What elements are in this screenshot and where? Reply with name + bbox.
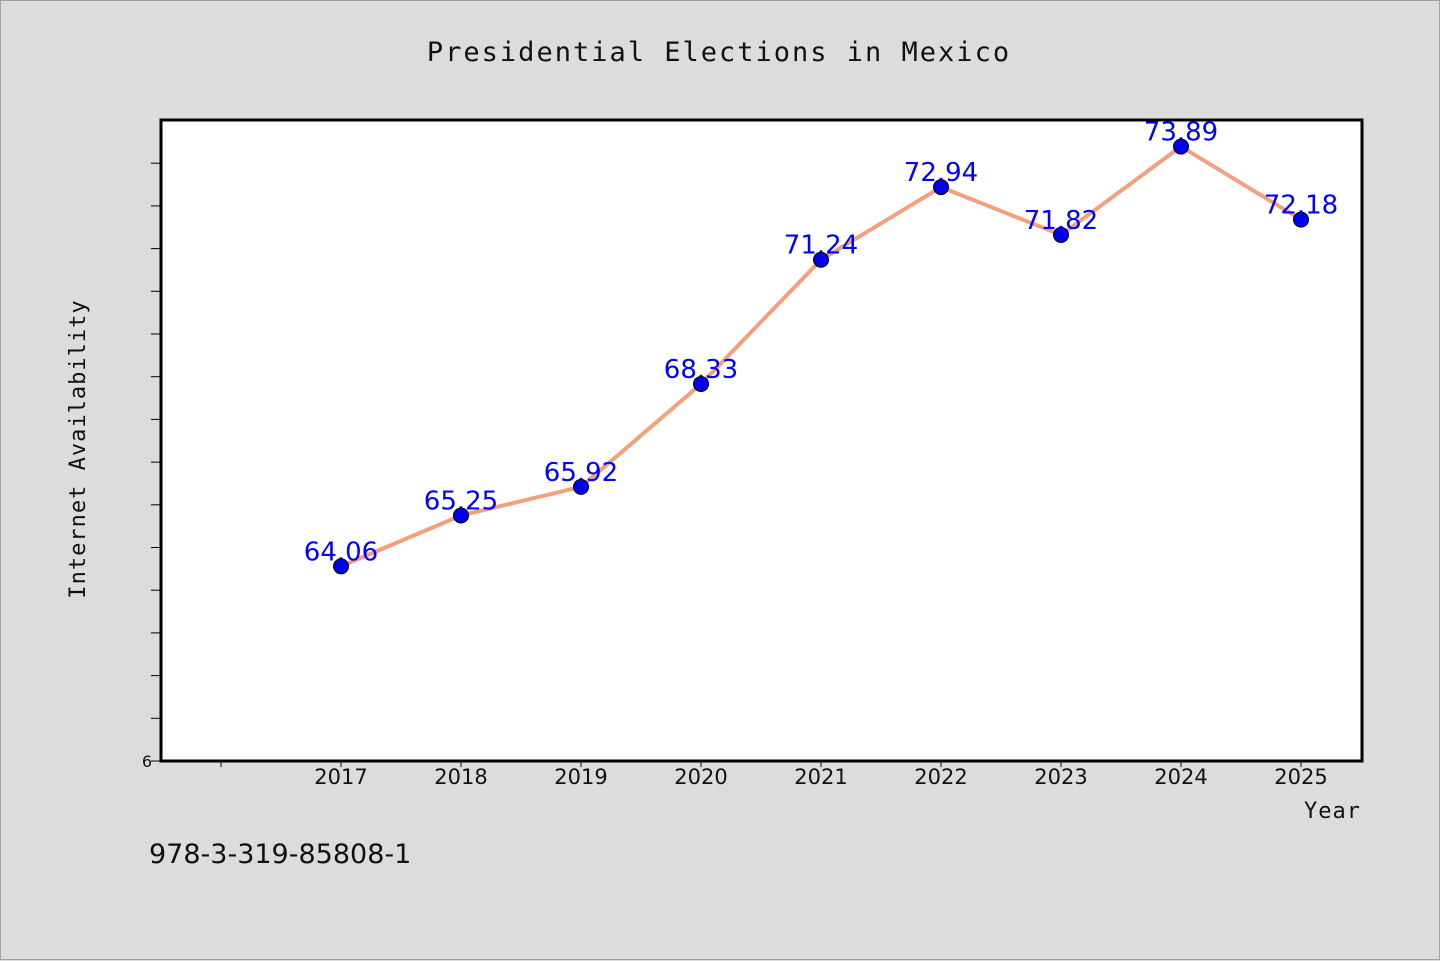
- data-point: [933, 179, 949, 196]
- series-group: 64.0665.2565.9268.3371.2472.9471.8273.89…: [304, 118, 1338, 575]
- y-axis-label: Internet Availability: [66, 299, 91, 598]
- isbn-footer: 978-3-319-85808-1: [149, 839, 411, 870]
- data-point: [1053, 226, 1069, 243]
- x-tick-label: 2024: [1154, 765, 1207, 789]
- plot-area: [159, 118, 1364, 763]
- x-tick-label: 2023: [1034, 765, 1087, 789]
- data-point: [573, 478, 589, 495]
- data-point: [693, 375, 709, 392]
- x-tick-label: 2021: [794, 765, 847, 789]
- y-tick-label: 6: [142, 752, 152, 771]
- y-axis-ticks: [151, 162, 160, 762]
- x-tick-label: 2022: [914, 765, 967, 789]
- chart-title: Presidential Elections in Mexico: [427, 37, 1011, 68]
- data-point: [453, 507, 469, 524]
- data-point: [813, 251, 829, 268]
- x-tick-label: 2018: [434, 765, 487, 789]
- data-point: [1173, 138, 1189, 155]
- x-tick-label: 2019: [554, 765, 607, 789]
- x-axis-ticks: 2017 2018 2019 2020 2021 2022 2023 2024 2025: [220, 761, 1328, 789]
- data-point: [333, 558, 349, 575]
- x-tick-label: 2020: [674, 765, 727, 789]
- x-tick-label: 2025: [1274, 765, 1327, 789]
- x-axis-label: Year: [1304, 799, 1361, 824]
- data-point: [1293, 211, 1309, 228]
- x-tick-label: 2017: [314, 765, 367, 789]
